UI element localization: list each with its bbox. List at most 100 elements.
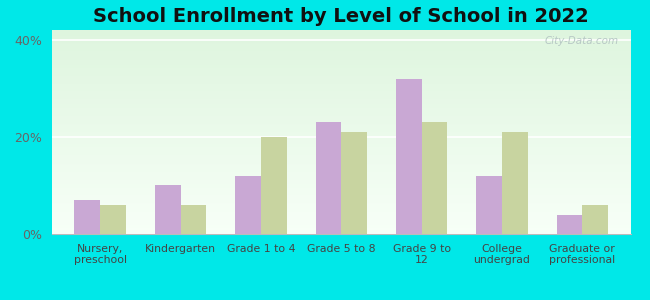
Bar [52, 164, 630, 165]
Bar [52, 213, 630, 214]
Bar [52, 60, 630, 61]
Bar [52, 80, 630, 81]
Bar [52, 189, 630, 190]
Bar [52, 96, 630, 97]
Bar [52, 155, 630, 157]
Bar [52, 46, 630, 47]
Bar [52, 118, 630, 119]
Bar [52, 149, 630, 150]
Bar [52, 124, 630, 125]
Bar [52, 131, 630, 132]
Bar [52, 172, 630, 173]
Bar [52, 186, 630, 187]
Bar [155, 185, 181, 234]
Bar [52, 94, 630, 95]
Bar [52, 152, 630, 153]
Bar [52, 166, 630, 167]
Bar [52, 137, 630, 138]
Bar [52, 187, 630, 188]
Bar [52, 223, 630, 224]
Bar [556, 214, 582, 234]
Bar [52, 212, 630, 213]
Bar [52, 221, 630, 222]
Bar [52, 160, 630, 162]
Bar [52, 86, 630, 87]
Bar [52, 227, 630, 228]
Bar [52, 168, 630, 169]
Bar [52, 163, 630, 164]
Bar [52, 191, 630, 192]
Bar [52, 64, 630, 65]
Bar [52, 147, 630, 148]
Bar [52, 48, 630, 50]
Bar [52, 90, 630, 91]
Bar [52, 35, 630, 36]
Bar [235, 176, 261, 234]
Bar [52, 38, 630, 39]
Bar [52, 146, 630, 147]
Bar [52, 180, 630, 181]
Bar [52, 150, 630, 152]
Bar [52, 125, 630, 126]
Bar [52, 228, 630, 229]
Bar [52, 218, 630, 219]
Bar [52, 226, 630, 227]
Bar [52, 141, 630, 142]
Bar [396, 79, 422, 234]
Bar [52, 154, 630, 155]
Bar [52, 167, 630, 168]
Bar [52, 196, 630, 197]
Bar [52, 97, 630, 98]
Bar [52, 162, 630, 163]
Bar [52, 142, 630, 143]
Bar [52, 44, 630, 45]
Bar [52, 42, 630, 43]
Bar [52, 41, 630, 42]
Bar [52, 52, 630, 53]
Bar [52, 157, 630, 158]
Bar [52, 120, 630, 121]
Bar [52, 85, 630, 86]
Bar [52, 37, 630, 38]
Bar [52, 45, 630, 46]
Bar [52, 53, 630, 55]
Bar [52, 211, 630, 212]
Bar [52, 231, 630, 232]
Bar [52, 145, 630, 146]
Bar [52, 230, 630, 231]
Bar [52, 117, 630, 118]
Bar [52, 111, 630, 112]
Bar [52, 203, 630, 204]
Bar [52, 184, 630, 185]
Bar [52, 110, 630, 111]
Bar [52, 61, 630, 63]
Bar [52, 185, 630, 186]
Bar [52, 82, 630, 83]
Bar [52, 56, 630, 58]
Bar [52, 99, 630, 101]
Bar [52, 106, 630, 107]
Bar [52, 95, 630, 96]
Bar [52, 93, 630, 94]
Bar [52, 101, 630, 102]
Bar [52, 138, 630, 139]
Bar [52, 170, 630, 171]
Bar [52, 116, 630, 117]
Bar [52, 160, 630, 161]
Bar [52, 34, 630, 35]
Bar [52, 81, 630, 82]
Bar [52, 107, 630, 109]
Bar [52, 83, 630, 84]
Bar [52, 132, 630, 133]
Bar [261, 137, 287, 234]
Bar [52, 72, 630, 73]
Bar [52, 122, 630, 123]
Bar [52, 100, 630, 101]
Bar [181, 205, 206, 234]
Bar [52, 153, 630, 154]
Bar [52, 192, 630, 193]
Bar [52, 179, 630, 180]
Bar [52, 55, 630, 56]
Bar [52, 127, 630, 128]
Bar [582, 205, 608, 234]
